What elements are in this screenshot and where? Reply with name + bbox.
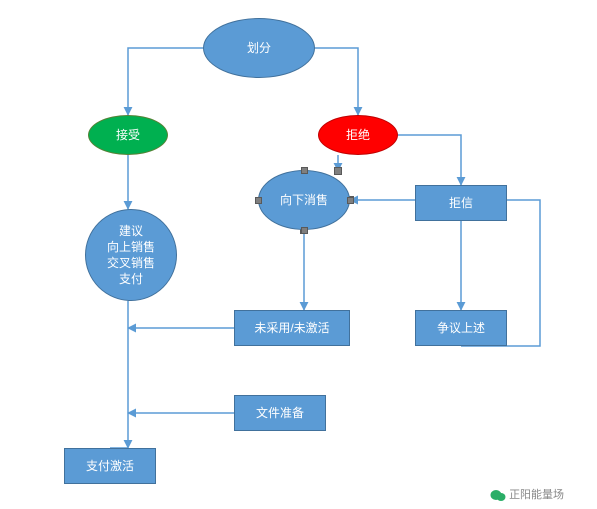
node-label-reject: 拒绝 <box>346 127 370 143</box>
edge-4 <box>398 135 461 185</box>
footer-text: 正阳能量场 <box>509 489 564 501</box>
node-rejectltr: 拒信 <box>415 185 507 221</box>
edge-0 <box>128 48 203 115</box>
selection-handle[interactable] <box>301 167 308 174</box>
node-notadopt: 未采用/未激活 <box>234 310 350 346</box>
node-downsell: 向下消售 <box>258 170 350 230</box>
node-accept: 接受 <box>88 115 168 155</box>
node-payact: 支付激活 <box>64 448 156 484</box>
connection-handle[interactable] <box>335 168 342 175</box>
node-label-dispute: 争议上述 <box>437 320 485 336</box>
node-label-downsell: 向下消售 <box>280 192 328 208</box>
node-label-suggest: 建议 向上销售 交叉销售 支付 <box>107 223 155 288</box>
node-label-rejectltr: 拒信 <box>449 195 473 211</box>
node-label-accept: 接受 <box>116 127 140 143</box>
node-reject: 拒绝 <box>318 115 398 155</box>
edge-1 <box>315 48 358 115</box>
node-dispute: 争议上述 <box>415 310 507 346</box>
node-label-root: 划分 <box>247 40 271 56</box>
node-root: 划分 <box>203 18 315 78</box>
selection-handle[interactable] <box>347 197 354 204</box>
node-docprep: 文件准备 <box>234 395 326 431</box>
footer: 正阳能量场 <box>490 486 564 502</box>
wechat-icon <box>490 488 506 502</box>
selection-handle[interactable] <box>301 227 308 234</box>
node-suggest: 建议 向上销售 交叉销售 支付 <box>85 209 177 301</box>
node-label-docprep: 文件准备 <box>256 405 304 421</box>
node-label-notadopt: 未采用/未激活 <box>254 320 329 336</box>
node-label-payact: 支付激活 <box>86 458 134 474</box>
selection-handle[interactable] <box>255 197 262 204</box>
